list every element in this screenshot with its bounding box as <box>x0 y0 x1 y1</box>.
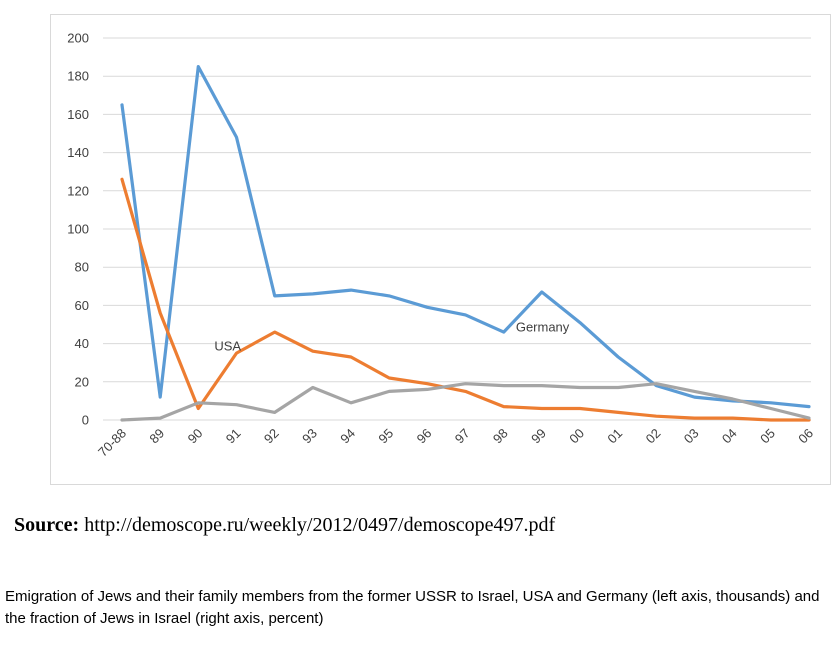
series-label-usa: USA <box>214 339 241 354</box>
x-tick-label: 00 <box>566 426 587 447</box>
x-tick-label: 02 <box>643 426 664 447</box>
chart-frame: 0 20 40 60 80 100 120 140 160 180 200 70-88 89 90 91 9… <box>50 14 831 485</box>
x-tick-label: 05 <box>757 426 778 447</box>
y-tick-label: 80 <box>75 260 89 275</box>
figure-caption: Emigration of Jews and their family memb… <box>5 588 820 627</box>
y-tick-label: 160 <box>67 107 89 122</box>
source-url: http://demoscope.ru/weekly/2012/0497/dem… <box>84 514 556 536</box>
x-tick-label: 01 <box>604 426 625 447</box>
series-lines <box>120 64 811 422</box>
x-tick-label: 91 <box>223 426 244 447</box>
series-labels: IsraelUSAGermany <box>214 320 570 354</box>
y-tick-label: 20 <box>75 374 89 389</box>
x-tick-label: 90 <box>185 426 206 447</box>
source-line: Source: http://demoscope.ru/weekly/2012/… <box>14 514 814 537</box>
x-tick-label: 94 <box>337 426 358 447</box>
y-axis-ticks: 0 20 40 60 80 100 120 140 160 180 200 <box>67 31 89 428</box>
x-tick-label: 89 <box>146 426 167 447</box>
gridlines <box>103 37 811 421</box>
x-tick-label: 70-88 <box>95 426 129 460</box>
x-tick-label: 97 <box>452 426 473 447</box>
y-tick-label: 100 <box>67 222 89 237</box>
y-tick-label: 120 <box>67 183 89 198</box>
y-tick-label: 140 <box>67 145 89 160</box>
y-tick-label: 180 <box>67 69 89 84</box>
x-tick-label: 03 <box>681 426 702 447</box>
x-tick-label: 04 <box>719 426 740 447</box>
x-tick-label: 96 <box>414 426 435 447</box>
x-tick-label: 06 <box>795 426 816 447</box>
x-tick-label: 93 <box>299 426 320 447</box>
y-tick-label: 40 <box>75 336 89 351</box>
x-tick-label: 95 <box>375 426 396 447</box>
series-line-usa <box>120 177 811 422</box>
series-line-germany <box>120 382 811 422</box>
y-tick-label: 0 <box>82 413 89 428</box>
x-tick-label: 92 <box>261 426 282 447</box>
x-tick-label: 98 <box>490 426 511 447</box>
y-tick-label: 60 <box>75 298 89 313</box>
x-tick-label: 99 <box>528 426 549 447</box>
series-line-israel <box>120 64 811 409</box>
series-label-germany: Germany <box>516 320 570 335</box>
source-label: Source: <box>14 514 80 536</box>
x-axis-ticks: 70-88 89 90 91 92 93 94 95 96 97 98 99 00 01 02 03 04 05 0… <box>95 426 816 460</box>
y-tick-label: 200 <box>67 31 89 46</box>
